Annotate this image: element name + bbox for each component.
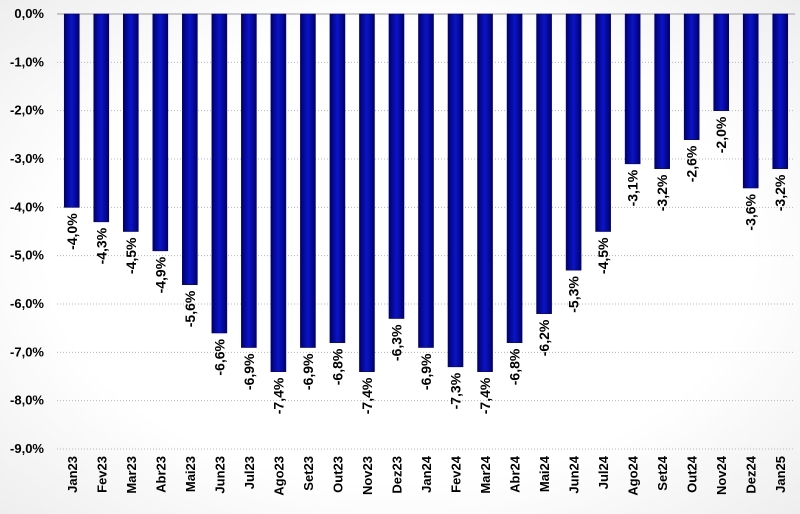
data-label: -3,2% [654, 174, 670, 211]
bar [329, 13, 346, 343]
x-tick-label: Out23 [330, 456, 345, 493]
x-tick-label: Jul24 [596, 455, 611, 489]
y-axis: 0,0% -1,0% -2,0% -3,0% -4,0% -5,0% -6,0% -7,0% -… [10, 6, 795, 456]
x-tick-label: Set23 [301, 456, 316, 491]
bar [388, 13, 405, 319]
bar [772, 13, 789, 169]
x-tick-label: Fev24 [449, 455, 464, 493]
x-tick-label: Abr23 [153, 456, 168, 493]
x-tick-label: Jan25 [773, 456, 788, 493]
bar [93, 13, 110, 223]
x-tick-label: Mar24 [478, 455, 493, 493]
data-label: -6,8% [329, 348, 345, 385]
x-tick-label: Nov23 [360, 456, 375, 495]
data-label: -4,5% [123, 237, 139, 274]
data-label: -6,8% [507, 348, 523, 385]
bar [152, 13, 169, 252]
data-label: -7,4% [270, 377, 286, 414]
data-label: -7,4% [477, 377, 493, 414]
bar [713, 13, 730, 111]
x-tick-label: Mar23 [124, 456, 139, 494]
data-label: -3,1% [625, 169, 641, 206]
data-label: -6,2% [536, 319, 552, 356]
x-axis-ticks: Jan23 Fev23 Mar23 Abr23 Mai23 Jun23 Jul23 Ago23… [65, 455, 788, 496]
bar [359, 13, 375, 372]
x-tick-label: Jun23 [212, 456, 227, 494]
x-tick-label: Ago24 [626, 455, 641, 496]
bar [654, 13, 670, 169]
y-tick-label: -8,0% [10, 393, 44, 408]
bar [447, 13, 464, 368]
x-tick-label: Set24 [655, 455, 670, 490]
x-tick-label: Dez23 [389, 456, 404, 494]
x-tick-label: Fev23 [94, 456, 109, 493]
bar [300, 13, 316, 348]
bars [63, 13, 789, 372]
data-label: -4,5% [595, 237, 611, 274]
x-tick-label: Ago23 [271, 456, 286, 496]
bar [536, 13, 552, 314]
bar [742, 13, 759, 189]
x-tick-label: Jan24 [419, 455, 434, 493]
data-label: -2,0% [713, 116, 729, 153]
bar [477, 13, 493, 372]
data-label: -5,3% [566, 276, 582, 313]
x-tick-label: Abr24 [508, 455, 523, 493]
y-tick-label: -3,0% [10, 151, 44, 166]
y-tick-label: 0,0% [14, 6, 44, 21]
y-tick-label: -7,0% [10, 344, 44, 359]
x-tick-label: Out24 [685, 455, 700, 493]
data-label: -6,9% [241, 353, 257, 390]
data-label: -4,0% [64, 213, 80, 250]
x-tick-label: Dez24 [744, 455, 759, 493]
bar [182, 13, 198, 285]
data-label: -5,6% [182, 290, 198, 327]
x-tick-label: Mai23 [183, 456, 198, 492]
data-label: -4,9% [152, 256, 168, 293]
y-tick-label: -2,0% [10, 103, 44, 118]
data-labels: -4,0% -4,3% -4,5% -4,9% -5,6% -6,6% -6,9% -7,4%… [64, 116, 788, 414]
bar [624, 13, 641, 165]
bar [123, 13, 139, 232]
data-label: -6,3% [388, 324, 404, 361]
y-tick-label: -1,0% [10, 54, 44, 69]
data-label: -4,3% [93, 227, 109, 264]
x-tick-label: Nov24 [714, 455, 729, 495]
x-tick-label: Jun24 [567, 455, 582, 493]
bar [595, 13, 611, 232]
data-label: -6,6% [211, 338, 227, 375]
bar [506, 13, 523, 343]
bar [683, 13, 700, 140]
x-tick-label: Jan23 [65, 456, 80, 493]
x-tick-label: Mai24 [537, 455, 552, 492]
bar [211, 13, 228, 334]
y-tick-label: -6,0% [10, 296, 44, 311]
data-label: -7,3% [448, 372, 464, 409]
data-label: -3,6% [743, 193, 759, 230]
data-label: -6,9% [418, 353, 434, 390]
bar [241, 13, 257, 348]
bar [63, 13, 80, 208]
bar [270, 13, 287, 372]
bar [418, 13, 434, 348]
data-label: -3,2% [772, 174, 788, 211]
y-tick-label: -5,0% [10, 248, 44, 263]
data-label: -7,4% [359, 377, 375, 414]
y-tick-label: -4,0% [10, 199, 44, 214]
bar [565, 13, 582, 271]
y-tick-label: -9,0% [10, 441, 44, 456]
x-tick-label: Jul23 [242, 456, 257, 489]
data-label: -6,9% [300, 353, 316, 390]
data-label: -2,6% [684, 145, 700, 182]
